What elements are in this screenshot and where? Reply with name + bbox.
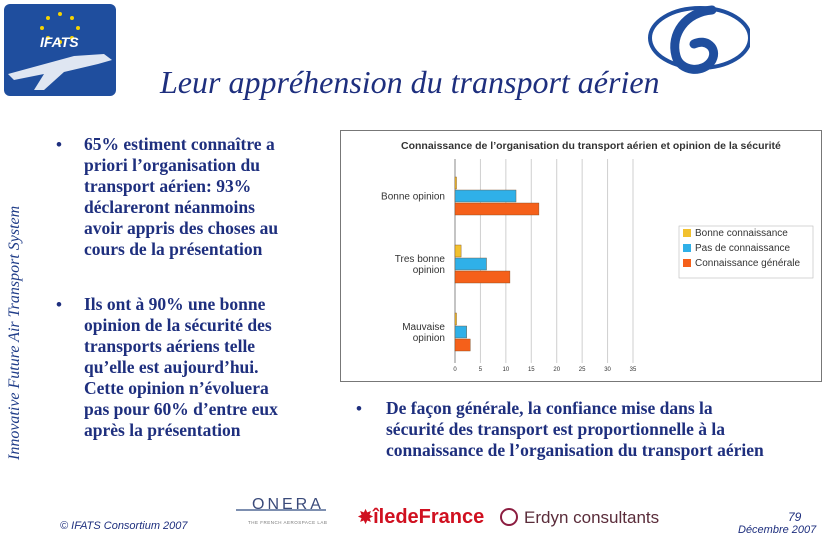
bullet-line: qu’elle est aujourd’hui. <box>84 357 259 377</box>
erdyn-logo: Erdyn consultants <box>500 508 659 528</box>
bar <box>454 176 457 190</box>
bullet-line: après la présentation <box>84 420 241 440</box>
slide-title: Leur appréhension du transport aérien <box>160 64 660 100</box>
iledefrance-logo: ✸îledeFrance <box>358 506 484 529</box>
bullet-line: De façon générale, la confiance mise dan… <box>386 398 713 418</box>
bullet-line: 65% estiment connaître a <box>84 134 275 154</box>
bar <box>454 312 457 326</box>
bar <box>454 325 467 339</box>
erdyn-logo-text: Erdyn consultants <box>524 508 660 527</box>
tick-label: 30 <box>604 367 611 373</box>
airplane-icon <box>8 54 112 90</box>
bullet-marker: • <box>56 295 62 314</box>
bar <box>454 244 462 258</box>
footer-copyright: © IFATS Consortium 2007 <box>60 520 188 532</box>
category-label: Tres bonne <box>395 254 446 265</box>
category-label: opinion <box>413 333 445 344</box>
legend-box <box>678 225 814 279</box>
bullet-marker: • <box>356 399 362 418</box>
chart-bars <box>454 176 540 352</box>
bullet-line: opinion de la sécurité des <box>84 315 272 335</box>
ifats-logo: IFATS <box>4 4 116 96</box>
legend-label: Bonne connaissance <box>695 228 788 239</box>
bar <box>454 270 511 284</box>
bullet-1-text: 65% estiment connaître a priori l’organi… <box>84 134 344 260</box>
bullet-line: déclareront néanmoins <box>84 197 255 217</box>
bullet-line: cours de la présentation <box>84 239 263 259</box>
chart-frame: Connaissance de l’organisation du transp… <box>340 130 822 382</box>
sixth-framework-logo-icon <box>648 5 750 74</box>
ifats-logo-graphic <box>8 12 112 90</box>
tick-label: 15 <box>528 367 535 373</box>
bullet-line: connaissance de l’organisation du transp… <box>386 440 764 460</box>
page-date: Décembre 2007 <box>738 524 817 536</box>
tick-label: 25 <box>579 367 586 373</box>
bullet-line: priori l’organisation du <box>84 155 260 175</box>
chart-title: Connaissance de l’organisation du transp… <box>401 140 781 152</box>
onera-logo: ONERA <box>252 496 324 513</box>
footer-divider <box>236 509 326 511</box>
side-label: Innovative Future Air Transport System <box>6 205 23 460</box>
ifats-logo-text: IFATS <box>40 34 79 50</box>
bar <box>454 189 517 203</box>
bar <box>454 202 540 216</box>
category-label: opinion <box>413 265 445 276</box>
tick-label: 20 <box>553 367 560 373</box>
bullet-line: Ils ont à 90% une bonne <box>84 294 266 314</box>
bullet-line: transports aériens telle <box>84 336 256 356</box>
bullet-line: Cette opinion n’évoluera <box>84 378 269 398</box>
bullet-3-text: De façon générale, la confiance mise dan… <box>386 398 826 461</box>
iledefrance-logo-text: îledeFrance <box>373 506 485 528</box>
legend-swatch <box>683 244 691 252</box>
tick-label: 35 <box>630 367 637 373</box>
category-label: Bonne opinion <box>381 192 445 203</box>
category-label: Mauvaise <box>402 322 445 333</box>
legend-label: Pas de connaissance <box>695 243 791 254</box>
onera-logo-subtitle: THE FRENCH AEROSPACE LAB <box>248 520 328 525</box>
bar-chart: Connaissance de l’organisation du transp… <box>381 140 814 373</box>
bar <box>454 257 487 271</box>
legend-swatch <box>683 229 691 237</box>
tick-label: 10 <box>503 367 510 373</box>
eu-stars-icon <box>40 12 80 44</box>
bullet-line: transport aérien: 93% <box>84 176 252 196</box>
tick-label: 5 <box>479 367 483 373</box>
bullet-line: avoir appris des choses au <box>84 218 279 238</box>
bullet-2-text: Ils ont à 90% une bonne opinion de la sé… <box>84 294 344 441</box>
page-number: 79 <box>788 510 802 524</box>
star-icon: ✸ <box>358 507 374 527</box>
bullet-line: sécurité des transport est proportionnel… <box>386 419 725 439</box>
chart-tick-labels: 0 5 10 15 20 25 30 35 <box>453 367 637 373</box>
chart-legend: Bonne connaissance Pas de connaissance Con… <box>678 225 814 279</box>
tick-label: 0 <box>453 367 457 373</box>
bullet-line: pas pour 60% d’entre eux <box>84 399 278 419</box>
bar <box>454 338 471 352</box>
erdyn-icon <box>500 508 518 526</box>
bullet-marker: • <box>56 135 62 154</box>
legend-label: Connaissance générale <box>695 258 801 269</box>
legend-swatch <box>683 259 691 267</box>
